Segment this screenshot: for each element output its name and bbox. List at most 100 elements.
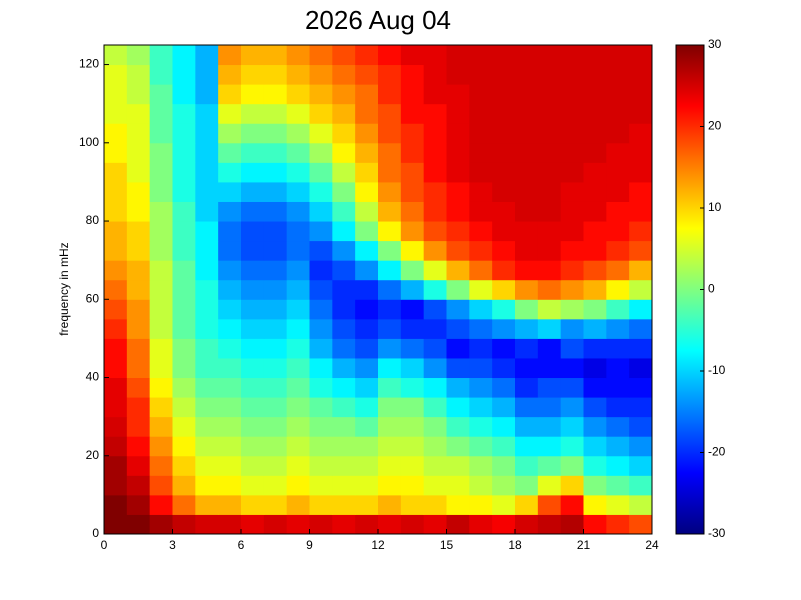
heatmap-cell — [309, 45, 333, 66]
heatmap-cell — [469, 377, 493, 398]
heatmap-cell — [332, 455, 356, 476]
heatmap-cell — [355, 357, 379, 379]
heatmap-cell — [423, 260, 447, 281]
heatmap-cell — [286, 514, 310, 535]
heatmap-cell — [149, 357, 173, 379]
heatmap-cell — [355, 103, 379, 124]
heatmap-cell — [172, 416, 196, 437]
heatmap-cell — [332, 397, 356, 418]
heatmap-cell — [378, 221, 402, 242]
heatmap-cell — [355, 64, 379, 85]
heatmap-cell — [492, 240, 516, 261]
heatmap-cell — [606, 45, 630, 66]
colorbar — [675, 44, 705, 535]
heatmap-cell — [195, 201, 219, 222]
heatmap-cell — [355, 142, 379, 163]
heatmap-cell — [241, 318, 265, 339]
heatmap-cell — [104, 260, 128, 281]
heatmap-cell — [355, 84, 379, 105]
heatmap-cell — [172, 397, 196, 418]
heatmap-cell — [286, 103, 310, 124]
heatmap-cell — [355, 494, 379, 515]
heatmap-cell — [469, 338, 493, 359]
heatmap-cell — [583, 162, 607, 183]
heatmap-cell — [537, 397, 562, 418]
heatmap-cell — [104, 84, 128, 105]
heatmap-cell — [195, 455, 219, 476]
heatmap-cell — [104, 221, 128, 242]
heatmap-cell — [263, 279, 288, 300]
heatmap-cell — [355, 436, 379, 457]
heatmap-cell — [560, 357, 584, 379]
heatmap-cell — [286, 64, 310, 85]
heatmap-cell — [309, 338, 333, 359]
heatmap-cell — [355, 377, 379, 398]
heatmap-cell — [309, 357, 333, 379]
heatmap-cell — [583, 318, 607, 339]
heatmap-cell — [332, 475, 356, 496]
heatmap-cell — [378, 377, 402, 398]
heatmap-cell — [332, 416, 356, 437]
heatmap-cell — [195, 84, 219, 105]
heatmap-cell — [515, 181, 539, 202]
heatmap-cell — [195, 377, 219, 398]
heatmap-cell — [149, 84, 173, 105]
heatmap-cell — [469, 279, 493, 300]
heatmap-cell — [515, 299, 539, 320]
heatmap-cell — [606, 318, 630, 339]
heatmap-cell — [195, 299, 219, 320]
heatmap-cell — [606, 181, 630, 202]
heatmap-cell — [104, 240, 128, 261]
heatmap-cell — [378, 436, 402, 457]
heatmap-cell — [126, 338, 151, 359]
heatmap-cell — [583, 455, 607, 476]
heatmap-cell — [583, 240, 607, 261]
heatmap-cell — [492, 494, 516, 515]
heatmap-cell — [515, 279, 539, 300]
heatmap-cell — [126, 181, 151, 202]
y-axis-label: frequency in mHz — [57, 242, 71, 335]
heatmap-cell — [218, 201, 242, 222]
heatmap-cell — [263, 338, 288, 359]
heatmap-cell — [263, 455, 288, 476]
heatmap-cell — [629, 299, 653, 320]
heatmap-cell — [149, 123, 173, 144]
heatmap-cell — [400, 181, 425, 202]
heatmap-cell — [126, 357, 151, 379]
heatmap-cell — [400, 64, 425, 85]
heatmap-cell — [218, 240, 242, 261]
heatmap-cell — [492, 162, 516, 183]
heatmap-cell — [241, 201, 265, 222]
heatmap-cell — [423, 475, 447, 496]
heatmap-cell — [286, 357, 310, 379]
heatmap-cell — [378, 455, 402, 476]
heatmap-cell — [149, 240, 173, 261]
heatmap-cell — [537, 240, 562, 261]
heatmap-cell — [355, 397, 379, 418]
x-tick-label: 6 — [238, 538, 245, 552]
heatmap-cell — [515, 240, 539, 261]
heatmap-cell — [378, 475, 402, 496]
heatmap-cell — [400, 45, 425, 66]
heatmap-cell — [606, 279, 630, 300]
heatmap-cell — [515, 221, 539, 242]
heatmap-cell — [629, 494, 653, 515]
heatmap-cell — [172, 455, 196, 476]
heatmap-cell — [446, 436, 470, 457]
heatmap-cell — [218, 64, 242, 85]
heatmap-cell — [446, 416, 470, 437]
heatmap-cell — [560, 299, 584, 320]
heatmap-cell — [606, 162, 630, 183]
heatmap-cell — [492, 221, 516, 242]
heatmap-cell — [241, 455, 265, 476]
heatmap-cell — [446, 318, 470, 339]
heatmap-cell — [560, 338, 584, 359]
heatmap-cell — [172, 181, 196, 202]
heatmap-cell — [104, 357, 128, 379]
heatmap-cell — [355, 299, 379, 320]
heatmap-cell — [606, 299, 630, 320]
heatmap-cell — [286, 455, 310, 476]
heatmap-cell — [149, 436, 173, 457]
heatmap-cell — [195, 397, 219, 418]
